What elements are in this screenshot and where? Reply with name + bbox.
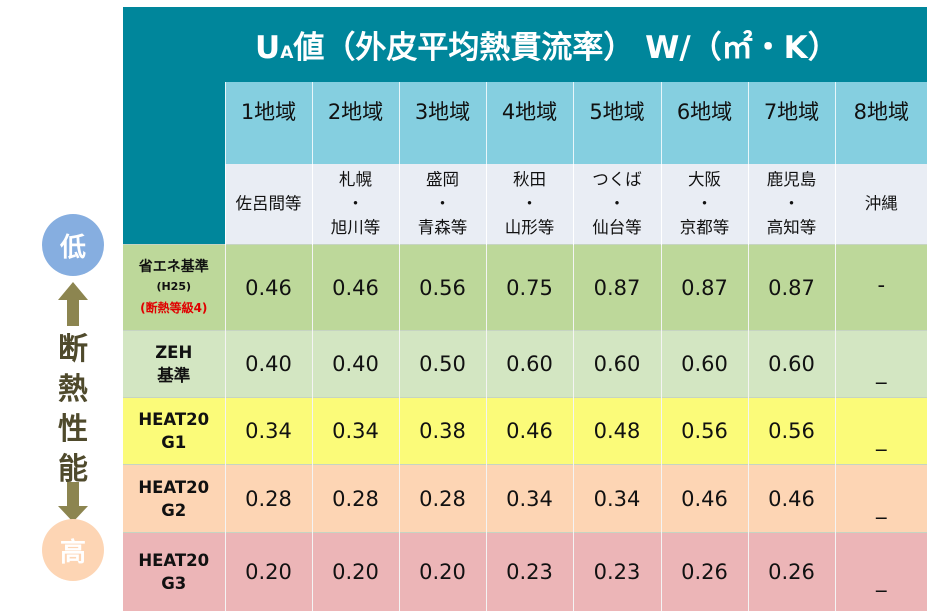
- axis-char: 熱: [52, 370, 94, 410]
- row-label: 省エネ基準(H25)(断熱等級4): [123, 245, 225, 331]
- value-cell: 0.34: [573, 465, 661, 533]
- city-header: 沖縄: [835, 164, 927, 245]
- region-header: 1地域: [225, 82, 312, 164]
- region-header: 4地域: [486, 82, 573, 164]
- value-cell: -: [835, 245, 927, 331]
- low-performance-badge: 低: [42, 214, 104, 276]
- region-header: 8地域: [835, 82, 927, 164]
- value-cell: 0.23: [573, 533, 661, 611]
- value-cell: 0.23: [486, 533, 573, 611]
- region-header: 7地域: [748, 82, 835, 164]
- region-header-row: 1地域 2地域 3地域 4地域 5地域 6地域 7地域 8地域: [123, 82, 927, 164]
- value-cell: 0.46: [225, 245, 312, 331]
- insulation-performance-axis: 低 断 熱 性 能 高: [0, 0, 123, 598]
- region-header: 3地域: [399, 82, 486, 164]
- value-cell: 0.38: [399, 398, 486, 465]
- region-header: 2地域: [312, 82, 399, 164]
- value-cell: 0.60: [486, 331, 573, 398]
- city-header-row: 佐呂間等 札幌・旭川等 盛岡・青森等 秋田・山形等 つくば・仙台等 大阪・京都等…: [123, 164, 927, 245]
- insulation-performance-label: 断 熱 性 能: [52, 330, 94, 490]
- value-cell: 0.34: [312, 398, 399, 465]
- value-cell: 0.50: [399, 331, 486, 398]
- city-header: 秋田・山形等: [486, 164, 573, 245]
- value-cell: 0.26: [748, 533, 835, 611]
- value-cell: 0.46: [748, 465, 835, 533]
- value-cell: 0.60: [748, 331, 835, 398]
- value-cell: 0.40: [312, 331, 399, 398]
- value-cell: 0.28: [225, 465, 312, 533]
- value-cell: 0.34: [225, 398, 312, 465]
- value-cell: 0.28: [312, 465, 399, 533]
- value-cell: 0.20: [312, 533, 399, 611]
- arrow-up-icon: [58, 282, 88, 326]
- value-cell: 0.48: [573, 398, 661, 465]
- value-cell: 0.60: [661, 331, 748, 398]
- region-header: 6地域: [661, 82, 748, 164]
- axis-char: 断: [52, 330, 94, 370]
- value-cell: _: [835, 331, 927, 398]
- region-header: 5地域: [573, 82, 661, 164]
- high-performance-badge: 高: [42, 519, 104, 581]
- table-title: UA値（外皮平均熱貫流率） W/（㎡・K）: [123, 7, 927, 82]
- corner-cell: [123, 164, 225, 245]
- value-cell: 0.56: [399, 245, 486, 331]
- axis-char: 性: [52, 410, 94, 450]
- value-cell: 0.87: [573, 245, 661, 331]
- city-header: 佐呂間等: [225, 164, 312, 245]
- value-cell: 0.56: [748, 398, 835, 465]
- value-cell: _: [835, 465, 927, 533]
- value-cell: _: [835, 398, 927, 465]
- value-cell: 0.46: [312, 245, 399, 331]
- value-cell: 0.46: [486, 398, 573, 465]
- city-header: 札幌・旭川等: [312, 164, 399, 245]
- city-header: つくば・仙台等: [573, 164, 661, 245]
- city-header: 盛岡・青森等: [399, 164, 486, 245]
- value-cell: 0.75: [486, 245, 573, 331]
- corner-cell: [123, 82, 225, 164]
- value-cell: 0.26: [661, 533, 748, 611]
- arrow-down-icon: [58, 482, 88, 522]
- city-header: 鹿児島・高知等: [748, 164, 835, 245]
- value-cell: _: [835, 533, 927, 611]
- value-cell: 0.46: [661, 465, 748, 533]
- value-cell: 0.34: [486, 465, 573, 533]
- table-row-energy-saving-standard: 省エネ基準(H25)(断熱等級4) 0.46 0.46 0.56 0.75 0.…: [123, 245, 927, 331]
- value-cell: 0.20: [399, 533, 486, 611]
- value-cell: 0.28: [399, 465, 486, 533]
- city-header: 大阪・京都等: [661, 164, 748, 245]
- value-cell: 0.87: [661, 245, 748, 331]
- value-cell: 0.56: [661, 398, 748, 465]
- value-cell: 0.40: [225, 331, 312, 398]
- ua-value-table: UA値（外皮平均熱貫流率） W/（㎡・K） 1地域 2地域 3地域 4地域 5地…: [123, 7, 927, 611]
- value-cell: 0.60: [573, 331, 661, 398]
- value-cell: 0.20: [225, 533, 312, 611]
- value-cell: 0.87: [748, 245, 835, 331]
